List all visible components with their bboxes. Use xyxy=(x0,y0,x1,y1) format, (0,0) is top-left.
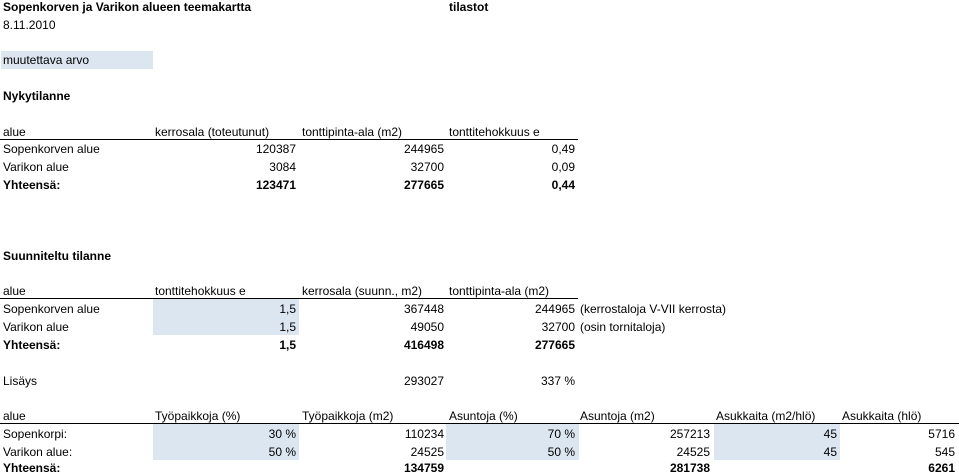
editable-legend-label: muutettava arvo xyxy=(3,53,90,67)
current-header-efficiency: tonttitehokkuus e xyxy=(449,125,540,139)
jobs-header-jobs-pct: Työpaikkoja (%) xyxy=(155,409,241,423)
jobs-row-1-jobs-pct[interactable]: 30 % xyxy=(268,427,296,441)
planned-header-rule xyxy=(0,298,578,299)
residents-ratio-input-cells xyxy=(714,424,840,460)
jobs-header-residents: Asukkaita (hlö) xyxy=(842,409,922,423)
current-row-2-plot: 32700 xyxy=(410,160,444,174)
housing-pct-input-cells xyxy=(446,424,579,460)
current-total-floor: 123471 xyxy=(255,178,296,192)
current-header-area: alue xyxy=(3,125,26,139)
stats-label: tilastot xyxy=(449,0,489,14)
jobs-row-1-residents: 5716 xyxy=(928,427,955,441)
jobs-total-label: Yhteensä: xyxy=(3,461,61,475)
planned-row-2-floor: 49050 xyxy=(410,320,444,334)
jobs-header-residents-ratio: Asukkaita (m2/hlö) xyxy=(716,409,816,423)
jobs-row-2-housing-pct[interactable]: 50 % xyxy=(547,445,575,459)
planned-row-2-note: (osin tornitaloja) xyxy=(580,320,666,334)
current-total-efficiency: 0,44 xyxy=(551,178,575,192)
current-row-2-efficiency: 0,09 xyxy=(551,160,575,174)
jobs-header-housing-m2: Asuntoja (m2) xyxy=(580,409,655,423)
planned-total-label: Yhteensä: xyxy=(3,338,61,352)
current-header-plot: tonttipinta-ala (m2) xyxy=(302,125,403,139)
jobs-header-rule xyxy=(0,423,959,424)
planned-header-plot: tonttipinta-ala (m2) xyxy=(449,284,550,298)
current-row-2-area: Varikon alue xyxy=(3,160,69,174)
planned-header-area: alue xyxy=(3,284,26,298)
current-row-2-floor: 3084 xyxy=(269,160,296,174)
increase-floor: 293027 xyxy=(403,374,444,388)
jobs-row-1-housing-pct[interactable]: 70 % xyxy=(547,427,575,441)
jobs-total-housing-m2: 281738 xyxy=(669,461,710,475)
planned-total-plot: 277665 xyxy=(534,338,575,352)
jobs-row-2-jobs-m2: 24525 xyxy=(410,445,444,459)
current-row-1-area: Sopenkorven alue xyxy=(3,142,100,156)
jobs-row-2-residents: 545 xyxy=(934,445,955,459)
planned-total-floor: 416498 xyxy=(403,338,444,352)
jobs-row-2-residents-ratio[interactable]: 45 xyxy=(823,445,837,459)
planned-total-efficiency: 1,5 xyxy=(279,338,296,352)
jobs-total-jobs-m2: 134759 xyxy=(403,461,444,475)
current-total-plot: 277665 xyxy=(403,178,444,192)
jobs-row-1-residents-ratio[interactable]: 45 xyxy=(823,427,837,441)
jobs-row-1-jobs-m2: 110234 xyxy=(404,427,444,441)
planned-row-1-area: Sopenkorven alue xyxy=(3,302,100,316)
jobs-row-1-housing-m2: 257213 xyxy=(669,427,710,441)
page-title: Sopenkorven ja Varikon alueen teemakartt… xyxy=(3,0,252,14)
planned-row-1-plot: 244965 xyxy=(534,302,575,316)
planned-heading: Suunniteltu tilanne xyxy=(3,249,111,263)
editable-legend-swatch xyxy=(1,51,153,69)
jobs-header-area: alue xyxy=(3,409,26,423)
date: 8.11.2010 xyxy=(3,18,56,32)
jobs-row-2-housing-m2: 24525 xyxy=(676,445,710,459)
planned-row-1-efficiency[interactable]: 1,5 xyxy=(279,302,296,316)
planned-row-2-plot: 32700 xyxy=(541,320,575,334)
jobs-row-2-area: Varikon alue: xyxy=(3,445,73,459)
jobs-header-housing-pct: Asuntoja (%) xyxy=(449,409,518,423)
current-row-1-plot: 244965 xyxy=(403,142,444,156)
jobs-total-residents: 6261 xyxy=(928,461,955,475)
current-header-floor: kerrosala (toteutunut) xyxy=(155,125,270,139)
jobs-row-1-area: Sopenkorpi: xyxy=(3,427,68,441)
current-row-1-floor: 120387 xyxy=(255,142,296,156)
current-heading: Nykytilanne xyxy=(3,89,71,103)
jobs-pct-input-cells xyxy=(153,424,299,460)
increase-label: Lisäys xyxy=(3,374,38,388)
planned-efficiency-input-cells xyxy=(153,299,299,335)
planned-header-floor: kerrosala (suunn., m2) xyxy=(302,284,423,298)
planned-row-2-area: Varikon alue xyxy=(3,320,69,334)
planned-row-1-note: (kerrostaloja V-VII kerrosta) xyxy=(580,302,727,316)
planned-header-efficiency: tonttitehokkuus e xyxy=(155,284,246,298)
current-row-1-efficiency: 0,49 xyxy=(551,142,575,156)
planned-row-2-efficiency[interactable]: 1,5 xyxy=(279,320,296,334)
jobs-header-jobs-m2: Työpaikkoja (m2) xyxy=(302,409,394,423)
increase-percent: 337 % xyxy=(540,374,575,388)
jobs-row-2-jobs-pct[interactable]: 50 % xyxy=(268,445,296,459)
current-total-label: Yhteensä: xyxy=(3,178,61,192)
current-header-rule xyxy=(0,139,578,140)
planned-row-1-floor: 367448 xyxy=(403,302,444,316)
